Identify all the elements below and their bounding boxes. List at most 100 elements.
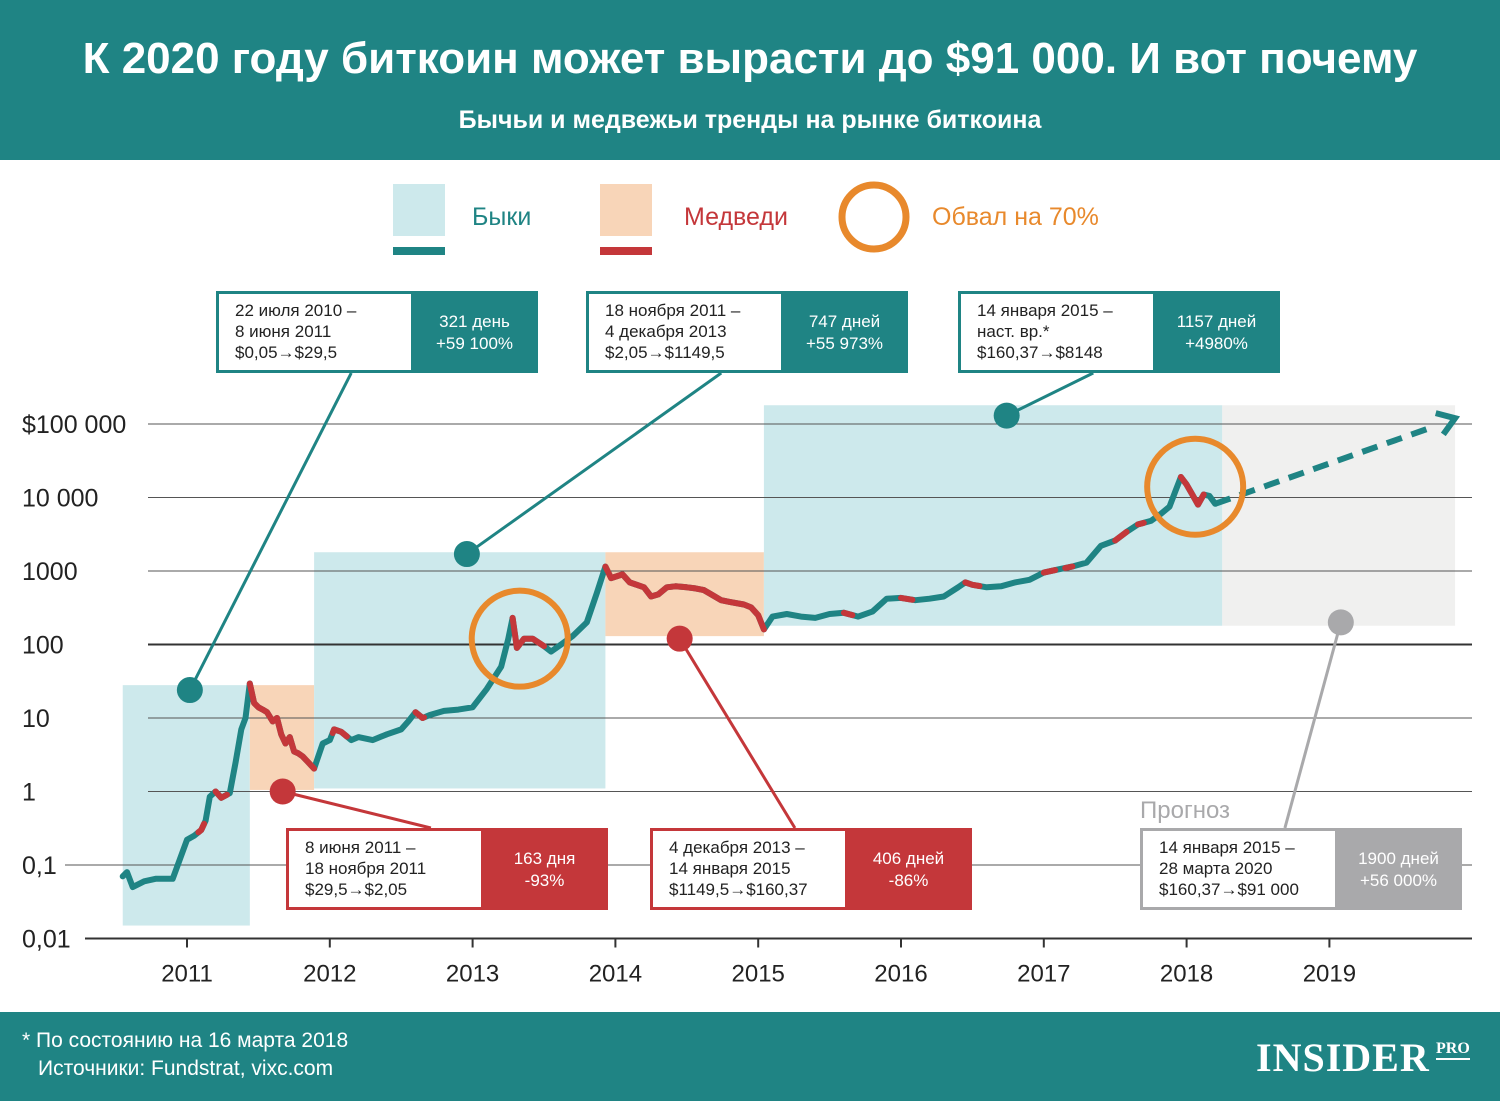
y-tick-label: $100 000 bbox=[22, 411, 126, 439]
crash-marker bbox=[468, 587, 571, 690]
period-bull-2 bbox=[314, 552, 606, 789]
callout-dates-bg bbox=[961, 294, 1153, 370]
callout-stat-text: -86% bbox=[889, 871, 929, 890]
bear-segment bbox=[1062, 563, 1076, 571]
y-tick-label: 100 bbox=[22, 632, 64, 660]
callout-date-text: $1149,5→$160,37 bbox=[669, 880, 808, 899]
x-tick-label: 2019 bbox=[1303, 961, 1356, 988]
bear-segment bbox=[1040, 567, 1059, 576]
forecast-line bbox=[1214, 423, 1437, 507]
callout-dot bbox=[666, 625, 693, 652]
period-bull-0 bbox=[122, 685, 250, 926]
bear-segment bbox=[195, 820, 208, 836]
callout-date-text: 18 ноября 2011 – bbox=[605, 301, 741, 320]
legend-bears-line bbox=[600, 247, 652, 255]
bear-segment bbox=[962, 579, 983, 589]
x-tick-label: 2011 bbox=[161, 961, 213, 988]
callout-leader bbox=[678, 637, 797, 829]
x-tick-label: 2012 bbox=[303, 961, 356, 988]
legend-bears-label: Медведи bbox=[684, 203, 788, 231]
bear-segment bbox=[1112, 528, 1130, 544]
y-tick-label: 10 000 bbox=[22, 485, 98, 513]
callout-stat-text: +56 000% bbox=[1360, 871, 1437, 890]
y-tick-label: 10 bbox=[22, 705, 50, 733]
callout-stat-text: +55 973% bbox=[806, 334, 883, 353]
chart-title: К 2020 году биткоин может вырасти до $91… bbox=[82, 34, 1418, 83]
callout-date-text: $29,5→$2,05 bbox=[305, 880, 407, 899]
x-tick-label: 2017 bbox=[1017, 961, 1070, 988]
callout-date-text: 14 января 2015 bbox=[669, 859, 791, 878]
x-tick-label: 2018 bbox=[1160, 961, 1213, 988]
callout-date-text: 18 ноября 2011 bbox=[305, 859, 426, 878]
callout-stat-text: 406 дней bbox=[873, 849, 944, 868]
callout-dot bbox=[269, 778, 296, 805]
callout-date-text: 4 декабря 2013 bbox=[605, 322, 727, 341]
callout-dot bbox=[993, 402, 1020, 429]
header-band bbox=[0, 0, 1500, 160]
bear-segment bbox=[509, 614, 547, 651]
callout-date-text: 28 марта 2020 bbox=[1159, 859, 1272, 878]
callout-leader bbox=[188, 372, 353, 691]
legend-bulls-label: Быки bbox=[472, 203, 531, 231]
callout-stat-text: 747 дней bbox=[809, 312, 880, 331]
bear-segment bbox=[602, 563, 767, 633]
callout-dates-bg bbox=[589, 294, 781, 370]
y-tick-label: 1 bbox=[22, 779, 36, 807]
callout-dot bbox=[1327, 609, 1354, 636]
insider-logo: INSIDER bbox=[1256, 1035, 1430, 1080]
x-tick-label: 2014 bbox=[589, 961, 642, 988]
callout-leader bbox=[282, 790, 432, 830]
x-tick-label: 2015 bbox=[732, 961, 785, 988]
callout-date-text: $0,05→$29,5 bbox=[235, 343, 337, 362]
legend-crash-label: Обвал на 70% bbox=[932, 203, 1099, 231]
callout-date-text: наст. вр.* bbox=[977, 322, 1050, 341]
callout-date-text: $2,05→$1149,5 bbox=[605, 343, 725, 362]
x-tick-label: 2016 bbox=[874, 961, 927, 988]
y-tick-label: 0,01 bbox=[22, 926, 71, 954]
legend-bulls-line bbox=[393, 247, 445, 255]
callout-date-text: $160,37→$8148 bbox=[977, 343, 1103, 362]
crash-marker bbox=[1144, 435, 1247, 538]
callout-stat-text: 321 день bbox=[439, 312, 510, 331]
callout-dot bbox=[176, 677, 203, 704]
legend-bulls-swatch bbox=[393, 184, 445, 236]
insider-logo-pro: PRO bbox=[1436, 1040, 1470, 1060]
y-tick-label: 0,1 bbox=[22, 852, 57, 880]
callout-stat-text: 1900 дней bbox=[1358, 849, 1439, 868]
callout-dot bbox=[453, 541, 480, 568]
bear-segment bbox=[1135, 519, 1147, 528]
callout-stat-text: 163 дня bbox=[514, 849, 576, 868]
period-bear-3 bbox=[605, 552, 764, 637]
callout-date-text: 14 января 2015 – bbox=[977, 301, 1113, 320]
bear-segment bbox=[212, 788, 230, 801]
bear-segment bbox=[329, 726, 350, 740]
bear-segment bbox=[840, 609, 856, 619]
callout-stat-text: 1157 дней bbox=[1177, 312, 1257, 331]
callout-stat-text: +4980% bbox=[1185, 334, 1248, 353]
x-tick-label: 2013 bbox=[446, 961, 499, 988]
callout-date-text: 8 июня 2011 – bbox=[305, 838, 416, 857]
footnote: * По состоянию на 16 марта 2018 bbox=[22, 1029, 349, 1052]
chart-area: $100 000 10 000 1000 100 10 1 0,1 0,01 2011 2012… bbox=[22, 181, 1472, 988]
bear-segment bbox=[898, 594, 916, 603]
bear-segment bbox=[246, 680, 318, 772]
callout-dates-bg bbox=[289, 831, 481, 907]
bear-segment bbox=[412, 709, 427, 721]
callout-date-text: 8 июня 2011 bbox=[235, 322, 331, 341]
callout-stat-text: +59 100% bbox=[436, 334, 513, 353]
chart-subtitle: Бычьи и медвежьи тренды на рынке биткоин… bbox=[458, 106, 1042, 134]
callout-date-text: $160,37→$91 000 bbox=[1159, 880, 1299, 899]
callout-dates-bg bbox=[653, 831, 845, 907]
callout-dates-bg bbox=[219, 294, 411, 370]
legend-bears-swatch bbox=[600, 184, 652, 236]
y-tick-label: 1000 bbox=[22, 558, 78, 586]
callout-stat-text: -93% bbox=[525, 871, 565, 890]
callout-leader bbox=[1283, 621, 1343, 829]
callout-date-text: 14 января 2015 – bbox=[1159, 838, 1295, 857]
forecast-label: Прогноз bbox=[1140, 797, 1230, 824]
callout-date-text: 22 июля 2010 – bbox=[235, 301, 357, 320]
footer-band bbox=[0, 1012, 1500, 1101]
forecast-arrow-icon bbox=[1434, 410, 1461, 437]
callout-leader bbox=[466, 371, 723, 556]
callout-dates-bg bbox=[1143, 831, 1335, 907]
